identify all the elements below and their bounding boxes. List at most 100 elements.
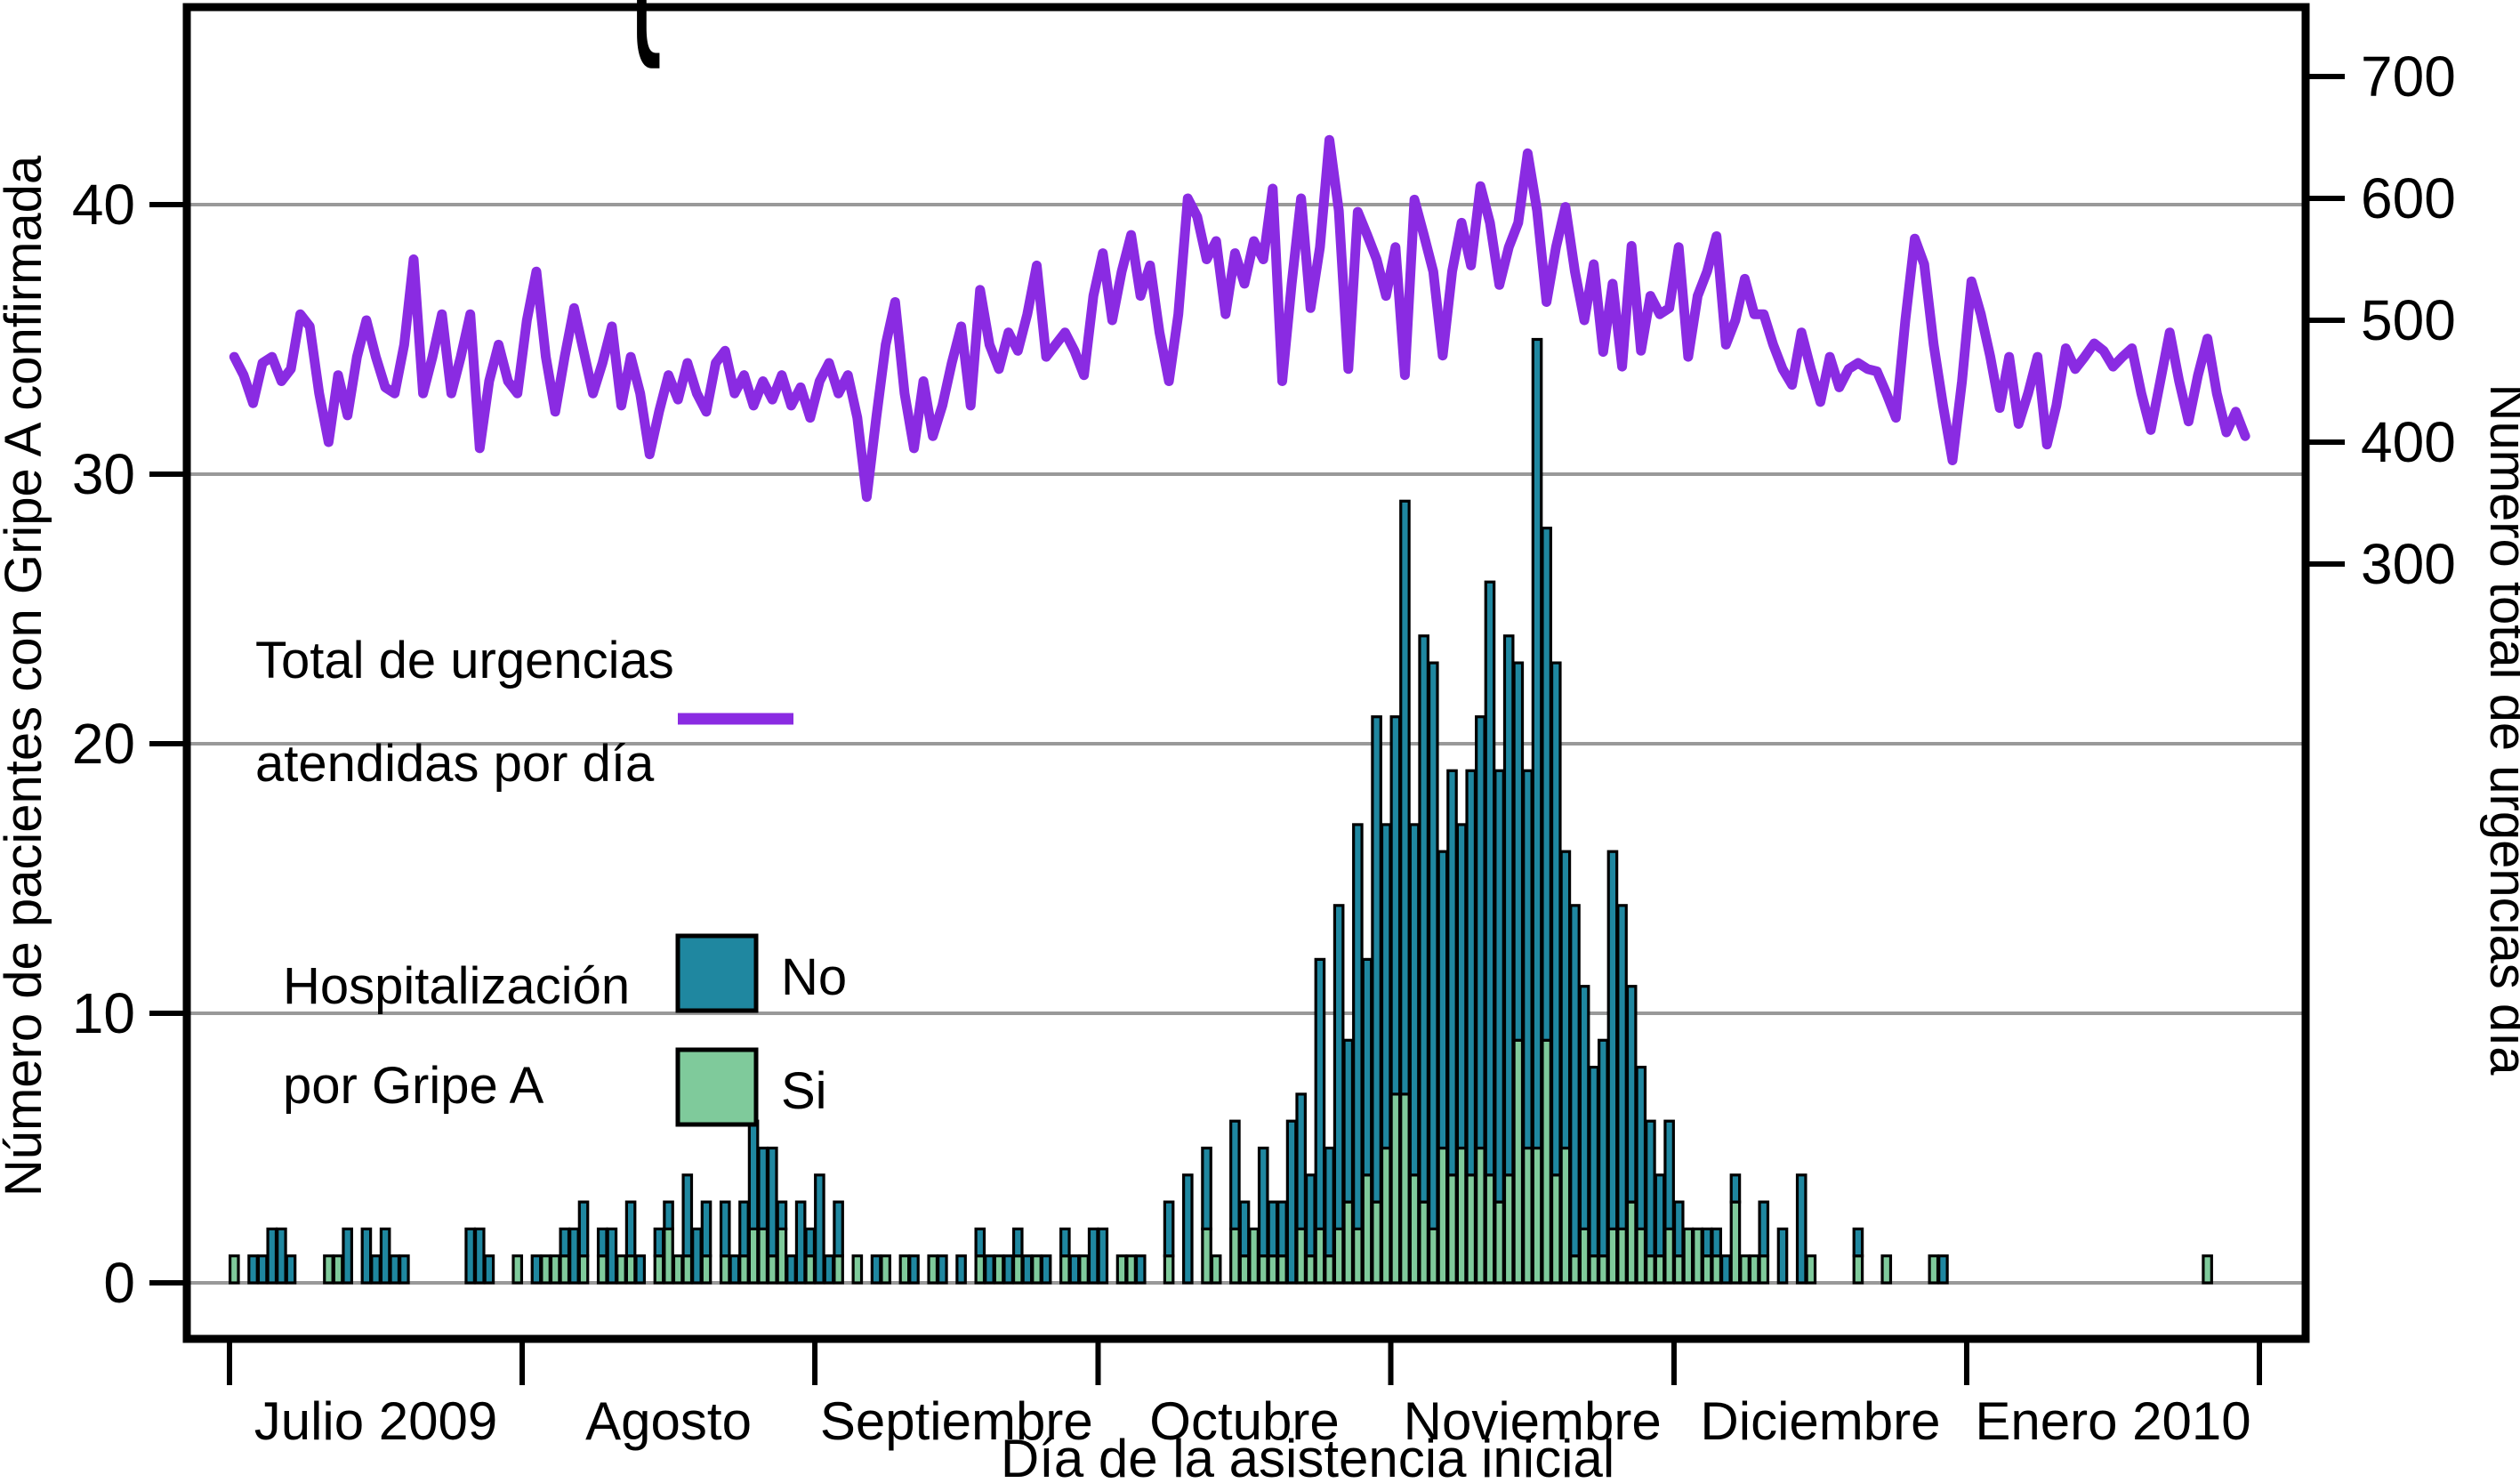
legend-line-label-2: atendidas por día [255, 735, 655, 793]
bar-no-day [700, 1200, 713, 1258]
bar-no-day [1342, 1038, 1355, 1204]
bar-no-day [653, 1227, 665, 1258]
bar-no-day [1937, 1254, 1949, 1285]
bar-si-day [1588, 1254, 1600, 1285]
bar-si-day [1805, 1254, 1817, 1285]
bar-si-day [1389, 1092, 1402, 1285]
bar-no-day [360, 1227, 373, 1285]
bar-no-day [794, 1200, 807, 1285]
bar-si-day [1502, 1173, 1515, 1285]
bar-no-day [1645, 1119, 1656, 1258]
bar-no-day [1276, 1200, 1288, 1258]
bar-si-day [851, 1254, 864, 1285]
bar-no-day [606, 1227, 618, 1285]
bar-si-day [1569, 1254, 1581, 1285]
bar-no-day [1446, 769, 1458, 1177]
bar-no-day [870, 1254, 882, 1285]
bar-si-day [833, 1254, 844, 1285]
bar-no-day [1314, 957, 1326, 1231]
bar-no-day [1578, 985, 1590, 1230]
bar-no-day [1502, 634, 1515, 1177]
bar-si-day [332, 1254, 344, 1285]
bar-no-day [1437, 850, 1449, 1150]
bar-si-day [549, 1254, 561, 1285]
bar-no-day [1522, 769, 1534, 1150]
left-tick-label: 40 [72, 173, 135, 237]
bar-no-day [1068, 1254, 1081, 1285]
legend-no-swatch [675, 933, 759, 1013]
bar-no-day [766, 1146, 778, 1258]
bar-si-day [757, 1227, 769, 1285]
right-tick-label: 300 [2361, 532, 2456, 596]
bar-no-day [1059, 1227, 1071, 1258]
bar-si-day [1625, 1200, 1638, 1285]
left-tick-label: 20 [72, 712, 135, 776]
bar-no-day [1361, 957, 1373, 1177]
bar-si-day [1446, 1173, 1458, 1285]
bar-si-day [1248, 1227, 1260, 1285]
bar-no-day [379, 1227, 391, 1285]
bar-no-day [1616, 904, 1628, 1230]
bar-si-day [1352, 1227, 1364, 1285]
bar-no-day [1672, 1200, 1685, 1258]
bar-no-day [1389, 715, 1402, 1096]
bar-si-day [1115, 1254, 1128, 1285]
bar-si-day [1210, 1254, 1222, 1285]
bar-si-day [663, 1227, 674, 1285]
bar-no-day [1663, 1119, 1675, 1230]
bar-si-day [672, 1254, 684, 1285]
bar-si-day [747, 1227, 760, 1285]
bar-si-day [1654, 1254, 1666, 1285]
bar-no-day [370, 1254, 382, 1285]
bar-no-day [1625, 985, 1638, 1204]
bar-no-day [1852, 1227, 1864, 1258]
bar-no-day [663, 1200, 674, 1230]
right-tick-label: 500 [2361, 288, 2456, 352]
bar-si-day [927, 1254, 939, 1285]
bar-si-day [1616, 1227, 1628, 1285]
bar-no-day [266, 1227, 278, 1285]
bar-si-day [993, 1254, 1005, 1285]
bar-no-day [285, 1254, 297, 1285]
bar-no-day [473, 1227, 486, 1285]
bar-no-day [1257, 1146, 1269, 1258]
bar-no-day [1304, 1173, 1316, 1258]
bar-no-day [804, 1227, 817, 1258]
month-label: Julio 2009 [254, 1391, 498, 1451]
bar-no-day [1795, 1173, 1807, 1285]
bar-si-day [1342, 1200, 1355, 1285]
right-tick-label: 700 [2361, 44, 2456, 109]
urgencias-line [229, 134, 2250, 503]
left-axis-title: Número de pacientes con Gripe A confirma… [0, 155, 52, 1197]
bar-no-day [1021, 1254, 1034, 1285]
bar-si-day [1493, 1200, 1505, 1285]
bar-no-day [833, 1200, 844, 1258]
bar-no-day [596, 1227, 608, 1258]
bar-si-day [776, 1227, 788, 1285]
bar-no-day [1163, 1200, 1175, 1258]
bar-si-day [1295, 1227, 1307, 1285]
bar-no-day [1352, 823, 1364, 1231]
bar-no-day [955, 1254, 967, 1285]
bar-si-day [1748, 1254, 1760, 1285]
bar-si-day [2202, 1254, 2213, 1285]
bar-si-day [1758, 1254, 1770, 1285]
bar-no-day [1285, 1119, 1298, 1285]
bar-no-day [1512, 661, 1525, 1042]
bar-si-day [1201, 1227, 1212, 1285]
legend-bars-label-1: Hospitalización [283, 957, 630, 1015]
bar-si-day [1522, 1146, 1534, 1285]
right-tick-label: 400 [2361, 410, 2456, 474]
bar-no-day [1475, 715, 1486, 1150]
bar-no-day [1701, 1227, 1713, 1258]
bar-no-day [691, 1227, 703, 1285]
bar-no-day [1550, 661, 1562, 1177]
bar-si-day [1578, 1227, 1590, 1285]
left-tick-label: 30 [72, 442, 135, 506]
bar-si-day [1267, 1254, 1279, 1285]
bar-no-day [634, 1254, 647, 1285]
bar-no-day [559, 1227, 571, 1258]
bar-si-day [1031, 1254, 1043, 1285]
bar-no-day [785, 1254, 797, 1285]
bar-si-day [1437, 1146, 1449, 1285]
